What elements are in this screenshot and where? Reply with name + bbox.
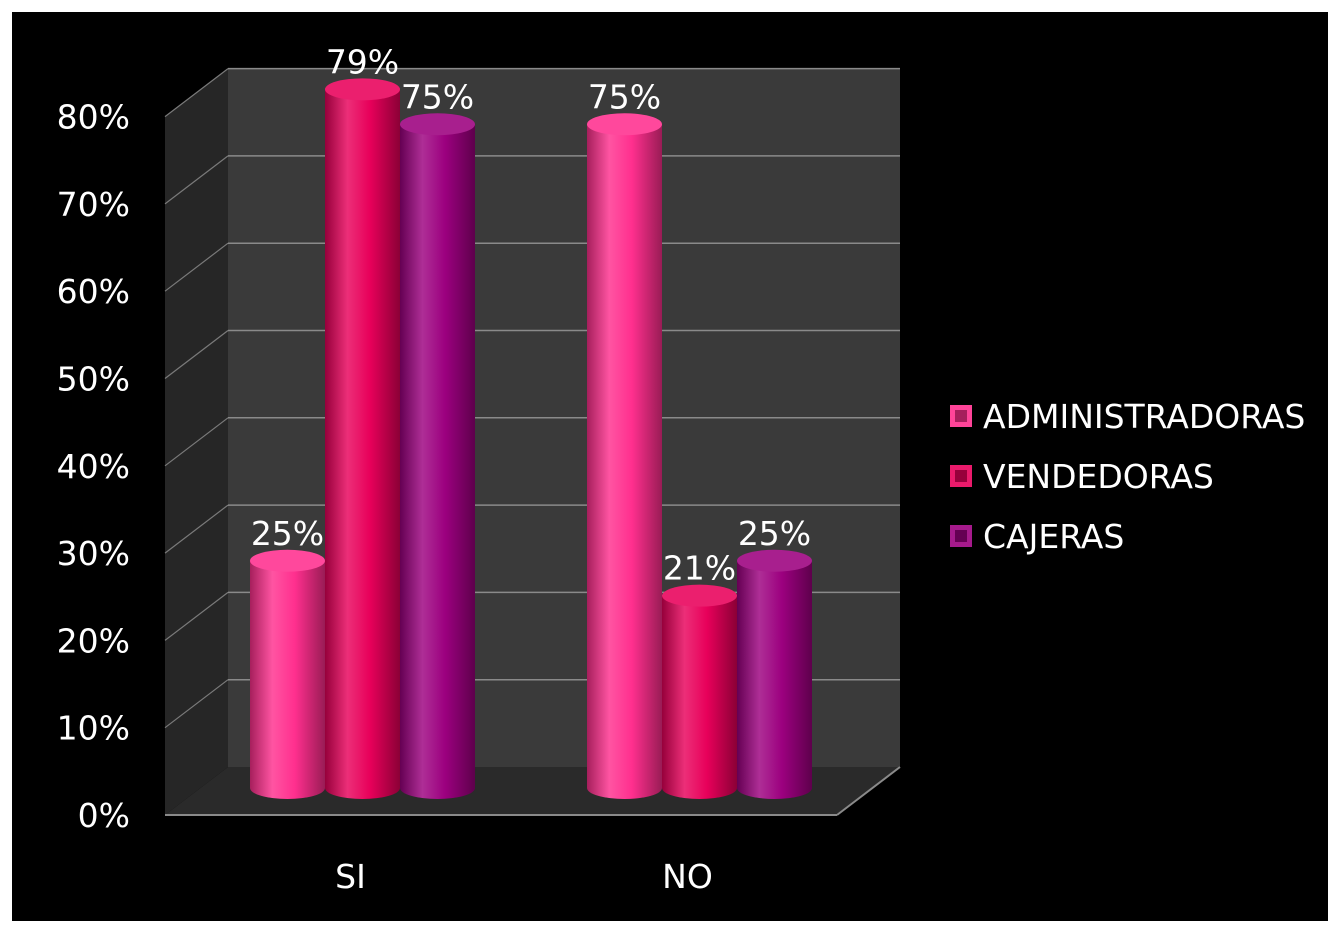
bar-body: [737, 560, 812, 800]
y-tick-label: 0%: [78, 796, 130, 835]
x-tick-label: NO: [662, 857, 713, 896]
legend-label: CAJERAS: [983, 517, 1124, 556]
bar: [662, 584, 737, 800]
legend-item: VENDEDORAS: [950, 457, 1214, 496]
gridline-side: [164, 679, 229, 729]
gridline-side: [164, 155, 229, 205]
bar: [325, 78, 400, 800]
gridline-side: [164, 330, 229, 379]
bar-body: [400, 124, 475, 800]
y-tick-label: 50%: [57, 360, 130, 399]
legend: ADMINISTRADORAS VENDEDORAS CAJERAS: [950, 397, 1305, 556]
bar-top: [737, 549, 812, 572]
bar-top: [325, 78, 400, 101]
data-label: 25%: [738, 514, 811, 553]
legend-item: CAJERAS: [950, 517, 1124, 556]
legend-item: ADMINISTRADORAS: [950, 397, 1305, 436]
bar-body: [587, 124, 662, 800]
gridline-side: [164, 68, 229, 118]
data-label: 75%: [401, 77, 474, 116]
y-tick-label: 70%: [57, 185, 130, 224]
y-tick-label: 40%: [57, 447, 130, 486]
data-label: 79%: [326, 42, 399, 81]
legend-swatch-inner: [955, 410, 967, 422]
bar-top: [400, 113, 475, 136]
data-label: 75%: [588, 77, 661, 116]
bar-body: [250, 560, 325, 800]
legend-label: VENDEDORAS: [983, 457, 1214, 496]
y-tick-label: 30%: [57, 534, 130, 573]
legend-label: ADMINISTRADORAS: [983, 397, 1305, 436]
bar-top: [662, 584, 737, 607]
data-label: 25%: [251, 514, 324, 553]
bar: [737, 549, 812, 800]
bar: [587, 113, 662, 800]
gridline-side: [164, 504, 229, 554]
legend-swatch-inner: [955, 530, 967, 542]
x-tick-label: SI: [335, 857, 366, 896]
bar: [400, 113, 475, 800]
bar: [250, 549, 325, 800]
bar-body: [662, 595, 737, 800]
bar-top: [587, 113, 662, 136]
y-tick-label: 20%: [57, 621, 130, 660]
y-tick-label: 80%: [57, 98, 130, 137]
legend-swatch-inner: [955, 470, 967, 482]
gridline-side: [164, 242, 229, 292]
floor-edge-line: [836, 766, 901, 816]
bar-top: [250, 549, 325, 572]
y-tick-label: 60%: [57, 272, 130, 311]
y-tick-label: 10%: [57, 709, 130, 748]
gridline-side: [164, 591, 229, 641]
bar-body: [325, 89, 400, 800]
gridline-side: [164, 417, 229, 467]
data-label: 21%: [663, 549, 736, 588]
